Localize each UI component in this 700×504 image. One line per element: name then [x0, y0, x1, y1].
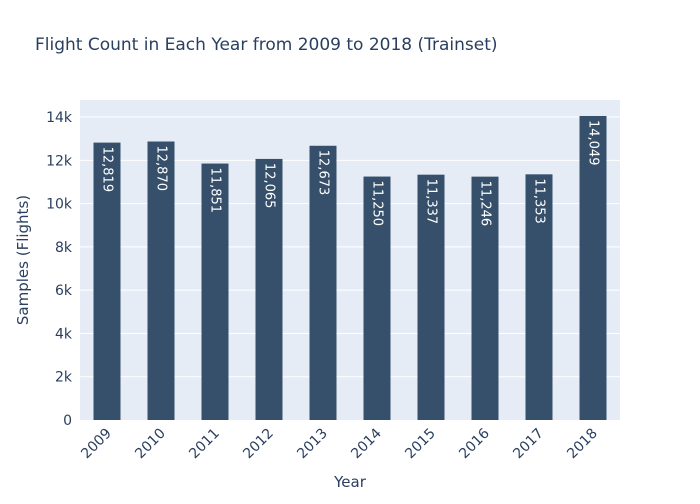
data-label-2011: 11,851	[208, 168, 223, 214]
bar-2012	[255, 158, 283, 420]
data-label-2018: 14,049	[586, 120, 601, 165]
y-tick-label: 12k	[46, 153, 73, 169]
bar-2018	[579, 115, 607, 421]
data-label-2013: 12,673	[316, 150, 331, 196]
x-tick-label: 2018	[564, 426, 601, 463]
bar-2016	[471, 176, 499, 420]
data-label-2009: 12,819	[100, 147, 115, 193]
bar-2011	[201, 163, 229, 420]
bar-2015	[417, 174, 445, 420]
data-label-2014: 11,250	[370, 181, 385, 227]
x-tick-label: 2010	[132, 426, 169, 463]
y-tick-label: 10k	[46, 197, 73, 213]
x-axis-ticks: 2009 2010 2011 2012 2013 2014 2015 2016 2017 2018	[78, 425, 601, 462]
y-axis-title: Samples (Flights)	[14, 195, 32, 325]
y-tick-label: 2k	[55, 370, 73, 386]
x-tick-label: 2009	[78, 426, 115, 463]
x-tick-label: 2017	[510, 426, 547, 463]
data-labels: 12,819 12,870 11,851 12,065 12,673 11,250 11,3…	[100, 120, 601, 226]
chart-title: Flight Count in Each Year from 2009 to 2…	[35, 35, 498, 55]
y-axis-ticks: 0 2k 4k 6k 8k 10k 12k 14k	[46, 110, 73, 429]
x-tick-label: 2014	[348, 425, 385, 462]
data-label-2010: 12,870	[154, 146, 169, 192]
bar-2014	[363, 176, 391, 420]
x-tick-label: 2012	[240, 426, 277, 463]
x-tick-label: 2011	[186, 426, 223, 463]
data-label-2017: 11,353	[532, 178, 547, 224]
x-tick-label: 2013	[294, 426, 331, 463]
bar-2009	[93, 142, 121, 420]
y-tick-label: 14k	[46, 110, 73, 126]
x-tick-label: 2015	[402, 426, 439, 463]
bars	[93, 115, 607, 421]
data-label-2016: 11,246	[478, 181, 493, 227]
data-label-2012: 12,065	[262, 163, 277, 209]
y-tick-label: 0	[63, 413, 72, 429]
bar-2013	[309, 145, 337, 420]
y-tick-label: 8k	[55, 240, 73, 256]
y-tick-label: 6k	[55, 283, 73, 299]
data-label-2015: 11,337	[424, 179, 439, 225]
bar-2017	[525, 174, 553, 420]
y-tick-label: 4k	[55, 326, 73, 342]
bar-2010	[147, 141, 175, 421]
x-axis-title: Year	[333, 473, 367, 491]
x-tick-label: 2016	[456, 425, 493, 462]
